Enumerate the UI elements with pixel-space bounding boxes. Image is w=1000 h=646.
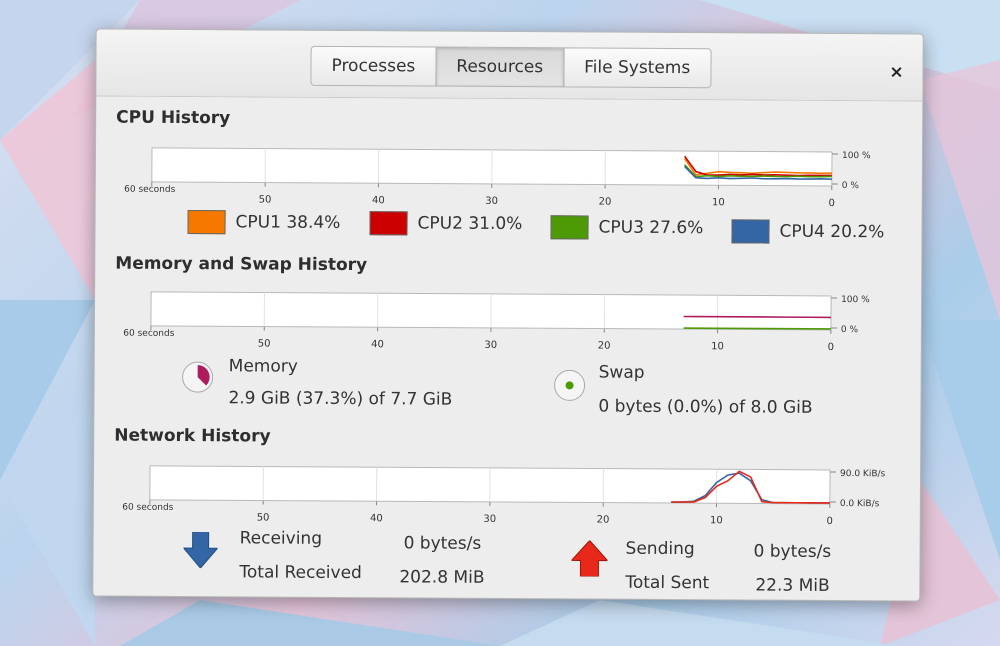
cpu2-name: CPU2: [417, 213, 464, 234]
cpu3-name: CPU3: [598, 217, 644, 238]
network-series-sending-line: [671, 470, 830, 504]
system-monitor-window: Processes Resources File Systems × CPU H…: [92, 28, 924, 602]
network-x-tick-label: 40: [370, 513, 383, 524]
cpu3-value: 27.6%: [649, 217, 704, 239]
memory-label: Memory: [228, 356, 298, 377]
cpu-x-tick-label: 40: [372, 195, 385, 206]
cpu4-color-swatch[interactable]: [731, 219, 770, 244]
cpu4-value: 20.2%: [830, 221, 885, 243]
sending-label: Sending: [625, 538, 695, 560]
cpu1-legend: CPU1 38.4%: [187, 210, 340, 235]
memory-x-tick-label: 20: [598, 341, 611, 352]
memory-y-top-label: 100 %: [841, 295, 870, 305]
header-bar: Processes Resources File Systems ×: [96, 29, 923, 102]
cpu-series-cpu1-line: [683, 158, 832, 176]
swap-pie-icon[interactable]: [552, 368, 586, 402]
cpu4-name: CPU4: [779, 221, 825, 242]
cpu-x-tick-label: 10: [712, 197, 725, 208]
cpu-y-top-label: 100 %: [842, 151, 871, 161]
receiving-label: Receiving: [239, 528, 323, 549]
sending-arrow-icon: [571, 540, 608, 577]
swap-label: Swap: [598, 362, 645, 383]
memory-graph-svg: 60 seconds 50 40 30 20 10 0 100 % 0 %: [123, 291, 870, 353]
network-graph-svg: 60 seconds 50 40 30 20 10 0 90.0 KiB/s 0.0 KiB/s: [122, 465, 886, 527]
cpu1-value: 38.4%: [286, 212, 341, 233]
memory-swap-history-graph: 60 seconds 50 40 30 20 10 0 100 % 0 %: [115, 291, 891, 363]
memory-x-tick-label: 10: [711, 341, 724, 352]
cpu-x-tick-label: 50: [259, 194, 272, 205]
tab-processes[interactable]: Processes: [310, 45, 437, 87]
memory-series-memory-line: [683, 315, 831, 319]
network-x-tick-label: 10: [710, 515, 723, 526]
memory-pie-slice: [197, 365, 210, 386]
total-received-label: Total Received: [239, 562, 362, 584]
network-x-tick-label: 0: [827, 516, 833, 527]
sending-arrow-shape: [571, 540, 608, 577]
memory-pie-icon[interactable]: [181, 360, 215, 394]
cpu3-color-swatch[interactable]: [550, 215, 589, 240]
memory-value: 2.9 GiB (37.3%) of 7.7 GiB: [228, 388, 453, 410]
total-received-value: 202.8 MiB: [399, 567, 485, 588]
network-y-bottom-label: 0.0 KiB/s: [840, 499, 880, 509]
total-sent-value: 22.3 MiB: [755, 575, 830, 596]
network-x-tick-label: 20: [597, 515, 610, 526]
sending-value: 0 bytes/s: [753, 541, 832, 562]
memory-swap-history-title: Memory and Swap History: [115, 253, 368, 276]
memory-x-tick-label: 0: [828, 342, 834, 353]
memory-x-tick-label: 40: [371, 339, 384, 350]
cpu2-value: 31.0%: [468, 213, 523, 235]
cpu2-legend: CPU2 31.0%: [369, 211, 522, 236]
close-icon[interactable]: ×: [889, 62, 904, 83]
cpu4-legend: CPU4 20.2%: [731, 219, 884, 244]
memory-y-bottom-label: 0 %: [841, 325, 859, 335]
receiving-arrow-shape: [183, 532, 218, 569]
cpu3-legend: CPU3 27.6%: [550, 215, 703, 240]
cpu-y-bottom-label: 0 %: [842, 181, 860, 191]
total-sent-label: Total Sent: [625, 572, 710, 594]
cpu-history-title: CPU History: [116, 107, 231, 129]
view-switcher: Processes Resources File Systems: [310, 45, 712, 89]
cpu-x-tick-label: 0: [828, 198, 834, 209]
network-history-title: Network History: [114, 425, 271, 447]
memory-series-swap-line: [683, 327, 831, 330]
network-x-tick-label: 50: [257, 512, 270, 523]
tab-file-systems[interactable]: File Systems: [563, 47, 712, 89]
cpu-history-graph: 60 seconds 50 40 30 20 10 0 100 % 0 %: [116, 147, 892, 219]
cpu1-name: CPU1: [235, 212, 282, 233]
network-history-graph: 60 seconds 50 40 30 20 10 0 90.0 KiB/s 0.0 KiB/s: [114, 465, 906, 537]
cpu1-color-swatch[interactable]: [187, 210, 226, 235]
cpu-x-tick-label: 20: [599, 197, 612, 208]
memory-x-start-label: 60 seconds: [123, 329, 174, 339]
receiving-value: 0 bytes/s: [403, 533, 482, 554]
network-y-top-label: 90.0 KiB/s: [840, 469, 886, 479]
tab-resources[interactable]: Resources: [435, 46, 565, 88]
cpu2-color-swatch[interactable]: [369, 211, 408, 236]
memory-x-tick-label: 30: [484, 340, 497, 351]
cpu-series-cpu4-line: [684, 165, 832, 180]
network-x-tick-label: 30: [483, 514, 496, 525]
cpu-series-cpu3-line: [684, 164, 832, 178]
cpu-x-tick-label: 30: [485, 196, 498, 207]
swap-value: 0 bytes (0.0%) of 8.0 GiB: [598, 396, 813, 418]
network-x-start-label: 60 seconds: [122, 503, 173, 513]
swap-pie-dot: [565, 381, 574, 390]
memory-x-tick-label: 50: [258, 338, 271, 349]
cpu-graph-svg: 60 seconds 50 40 30 20 10 0 100 % 0 %: [124, 147, 871, 209]
receiving-arrow-icon: [183, 532, 218, 569]
cpu-x-start-label: 60 seconds: [124, 185, 175, 195]
